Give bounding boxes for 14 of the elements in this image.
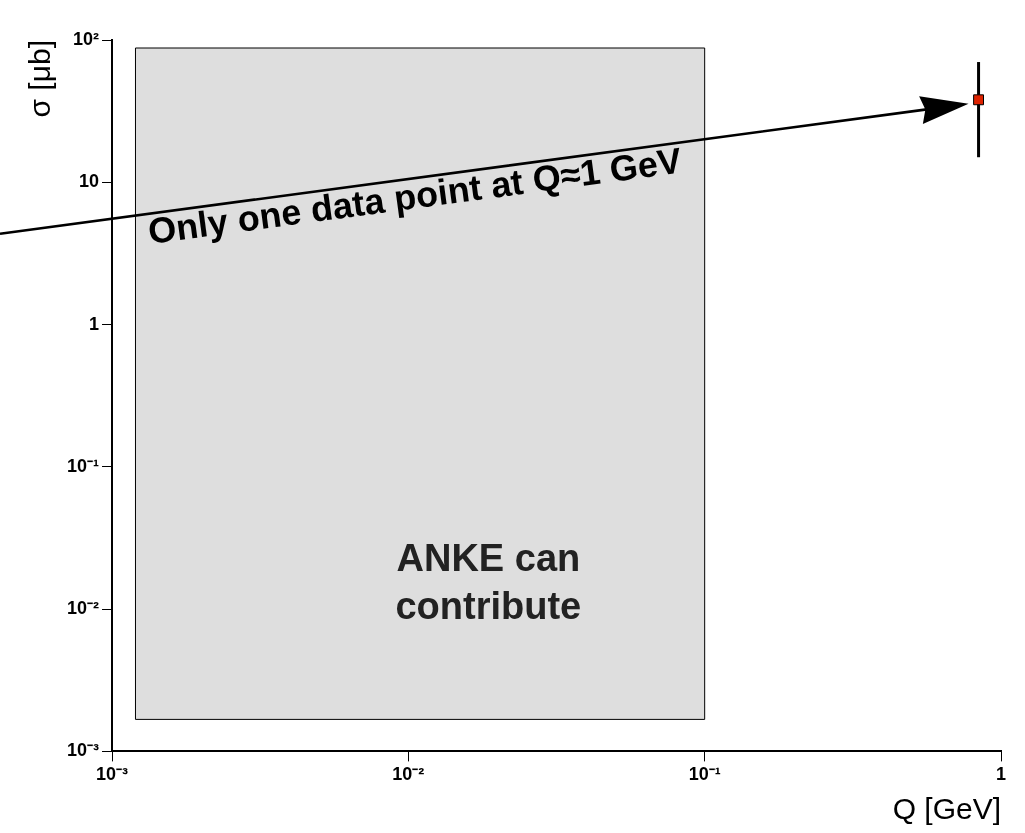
band-label: ANKE can contribute [395, 537, 582, 628]
y-tick-label: 10⁻¹ [67, 455, 100, 476]
y-tick-label: 10 [78, 171, 100, 192]
x-axis-title: Q [GeV] [892, 792, 1001, 826]
x-tick-label: 1 [995, 764, 1007, 785]
y-tick-label: 10² [73, 28, 100, 49]
y-tick-label: 10⁻² [67, 598, 100, 619]
y-tick-label: 10⁻³ [67, 740, 100, 761]
x-tick-label: 10⁻² [392, 764, 425, 785]
x-tick-label: 10⁻¹ [688, 764, 721, 785]
annotation: Only one data point at Q≈1 GeV [145, 139, 684, 252]
y-tick-label: 1 [89, 313, 100, 334]
y-axis-title: σ [μb] [23, 40, 57, 118]
x-tick-label: 10⁻³ [96, 764, 129, 785]
